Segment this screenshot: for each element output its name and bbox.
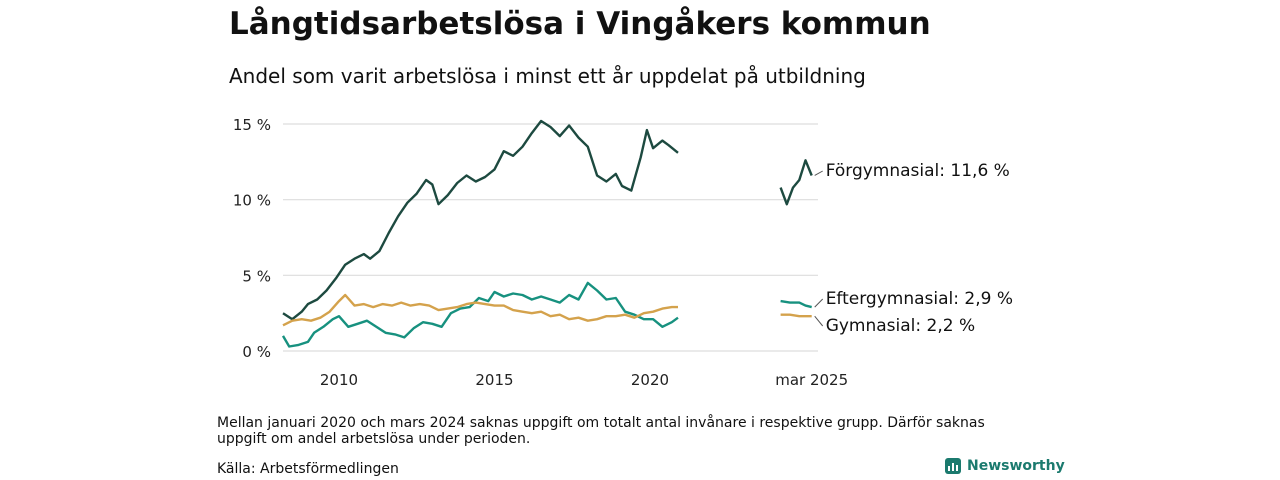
- x-tick-label: mar 2025: [775, 371, 848, 389]
- brand-name: Newsworthy: [967, 458, 1065, 474]
- series-line-forgymnasial: [282, 119, 679, 321]
- y-tick-label: 10 %: [233, 192, 271, 210]
- newsworthy-icon: [945, 458, 961, 474]
- chart-title: Långtidsarbetslösa i Vingåkers kommun: [229, 6, 931, 42]
- x-tick-label: 2015: [475, 371, 513, 389]
- series-line-eftergymnasial: [281, 281, 679, 348]
- series-line-gymnasial: [780, 313, 812, 318]
- x-tick-label: 2010: [320, 371, 358, 389]
- series-end-label: Förgymnasial: 11,6 %: [826, 161, 1010, 181]
- chart-subtitle: Andel som varit arbetslösa i minst ett å…: [229, 64, 866, 88]
- label-leader: [814, 298, 824, 308]
- series-end-label: Eftergymnasial: 2,9 %: [826, 289, 1013, 309]
- source-label: Källa: Arbetsförmedlingen: [217, 461, 399, 477]
- series-line-gymnasial: [282, 293, 678, 327]
- y-tick-label: 15 %: [233, 116, 271, 134]
- x-tick-label: 2020: [631, 371, 669, 389]
- series-line-forgymnasial: [779, 159, 813, 206]
- label-leader: [814, 315, 824, 327]
- label-leader: [814, 170, 823, 176]
- y-tick-label: 0 %: [242, 343, 271, 361]
- footnote: Mellan januari 2020 och mars 2024 saknas…: [217, 415, 985, 447]
- y-tick-label: 5 %: [242, 267, 271, 285]
- series-line-eftergymnasial: [780, 299, 812, 309]
- line-chart: 0 % 5 % 10 % 15 % 2010 2015 2020 mar 2025 Förgym…: [233, 116, 1013, 389]
- brand-logo[interactable]: Newsworthy: [945, 458, 1065, 474]
- series-end-label: Gymnasial: 2,2 %: [826, 316, 975, 336]
